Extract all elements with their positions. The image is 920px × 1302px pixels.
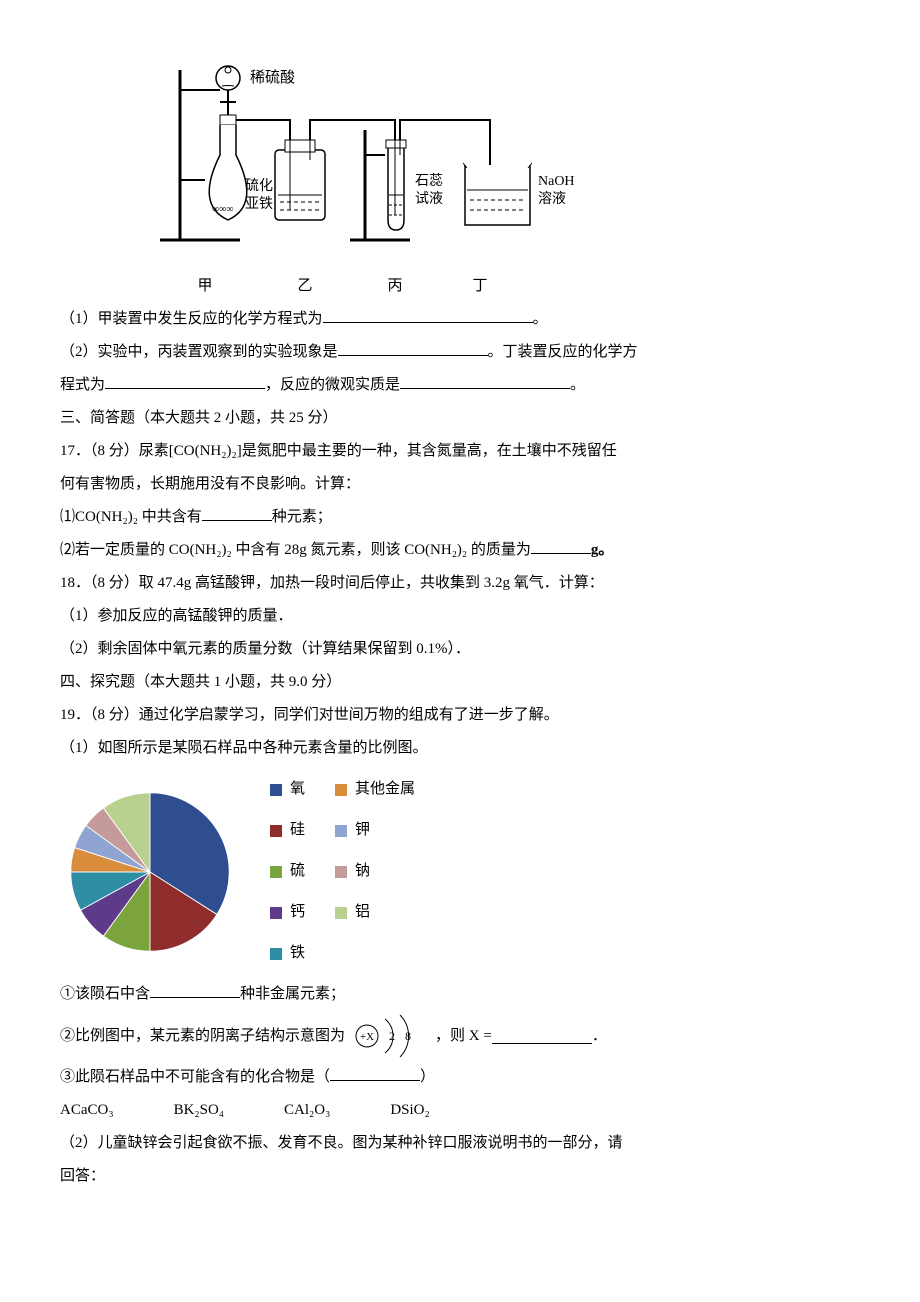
legend-swatch	[270, 907, 282, 919]
q17-sub1: ⑴CO(NH₂)₂ 中共含有种元素；	[60, 501, 860, 534]
legend-item: 氧	[270, 773, 305, 806]
legend-item: 硅	[270, 814, 305, 847]
q19-1-1: ①该陨石中含种非金属元素；	[60, 978, 860, 1011]
svg-text:8: 8	[405, 1029, 411, 1043]
svg-text:NaOH: NaOH	[538, 174, 575, 189]
q19-line1: 19．（8 分）通过化学启蒙学习，同学们对世间万物的组成有了进一步了解。	[60, 699, 860, 732]
pie-chart-block: 氧 其他金属硅 钾硫 钠钙 铝铁	[60, 773, 860, 970]
legend-swatch	[270, 948, 282, 960]
legend-label: 铝	[355, 896, 370, 929]
pie-svg	[60, 782, 240, 962]
q19-2a: （2）儿童缺锌会引起食欲不振、发育不良。图为某种补锌口服液说明书的一部分，请	[60, 1127, 860, 1160]
blank	[338, 340, 488, 356]
q19-sub1: （1）如图所示是某陨石样品中各种元素含量的比例图。	[60, 732, 860, 765]
blank	[400, 373, 570, 389]
apparatus-svg: 稀硫酸 ∞∞∞ 硫化 亚铁 石蕊 试液 NaOH 溶液	[150, 60, 590, 260]
q19-1-2: ②比例图中，某元素的阴离子结构示意图为 +X 2 8 ，则 X =．	[60, 1011, 860, 1061]
ion-diagram: +X 2 8	[345, 1011, 435, 1061]
legend-item: 钠	[335, 855, 415, 888]
legend-swatch	[270, 866, 282, 878]
q19-2b: 回答：	[60, 1160, 860, 1193]
option-c: CAl₂O₃	[284, 1094, 330, 1127]
q16-1: （1）甲装置中发生反应的化学方程式为。	[60, 303, 860, 336]
q19-1-3: ③此陨石样品中不可能含有的化合物是（）	[60, 1061, 860, 1094]
svg-text:试液: 试液	[415, 191, 443, 207]
legend-swatch	[270, 784, 282, 796]
pos-ding: 丁	[440, 270, 520, 303]
svg-text:石蕊: 石蕊	[415, 173, 443, 189]
svg-text:∞∞∞: ∞∞∞	[212, 204, 233, 215]
q16-2a: （2）实验中，丙装置观察到的实验现象是。丁装置反应的化学方	[60, 336, 860, 369]
pos-bing: 丙	[350, 270, 440, 303]
legend-swatch	[335, 907, 347, 919]
svg-text:硫化: 硫化	[245, 178, 273, 194]
legend-item: 铁	[270, 937, 305, 970]
apparatus-diagram: 稀硫酸 ∞∞∞ 硫化 亚铁 石蕊 试液 NaOH 溶液	[150, 60, 590, 260]
label-dilute-acid: 稀硫酸	[250, 69, 295, 86]
blank	[492, 1028, 592, 1044]
legend-label: 硫	[290, 855, 305, 888]
apparatus-position-labels: 甲 乙 丙 丁	[150, 270, 590, 303]
blank	[531, 538, 591, 554]
legend-item: 钙	[270, 896, 305, 929]
q18-line1: 18．（8 分）取 47.4g 高锰酸钾，加热一段时间后停止，共收集到 3.2g…	[60, 567, 860, 600]
legend-label: 钾	[355, 814, 370, 847]
pos-yi: 乙	[260, 270, 350, 303]
svg-text:亚铁: 亚铁	[245, 196, 273, 212]
pos-jia: 甲	[150, 270, 260, 303]
q17-line2: 何有害物质，长期施用没有不良影响。计算：	[60, 468, 860, 501]
legend-label: 钙	[290, 896, 305, 929]
svg-text:2: 2	[389, 1029, 395, 1043]
legend-swatch	[335, 866, 347, 878]
option-b: BK₂SO₄	[174, 1094, 224, 1127]
q19-options: ACaCO₃ BK₂SO₄ CAl₂O₃ DSiO₂	[60, 1094, 860, 1127]
legend-item: 其他金属	[335, 773, 415, 806]
legend-label: 钠	[355, 855, 370, 888]
legend-swatch	[335, 825, 347, 837]
pie-legend: 氧 其他金属硅 钾硫 钠钙 铝铁	[270, 773, 415, 970]
legend-label: 其他金属	[355, 773, 415, 806]
option-a: ACaCO₃	[60, 1094, 114, 1127]
q17-sub2: ⑵若一定质量的 CO(NH₂)₂ 中含有 28g 氮元素，则该 CO(NH₂)₂…	[60, 534, 860, 567]
legend-swatch	[335, 784, 347, 796]
legend-item: 铝	[335, 896, 415, 929]
svg-text:+X: +X	[360, 1031, 374, 1043]
section-4-header: 四、探究题（本大题共 1 小题，共 9.0 分）	[60, 666, 860, 699]
legend-label: 硅	[290, 814, 305, 847]
section-3-header: 三、简答题（本大题共 2 小题，共 25 分）	[60, 402, 860, 435]
q17-line1: 17．（8 分）尿素[CO(NH₂)₂]是氮肥中最主要的一种，其含氮量高，在土壤…	[60, 435, 860, 468]
option-d: DSiO₂	[390, 1094, 429, 1127]
blank	[105, 373, 265, 389]
q18-sub1: （1）参加反应的高锰酸钾的质量．	[60, 600, 860, 633]
legend-label: 氧	[290, 773, 305, 806]
legend-swatch	[270, 825, 282, 837]
q16-2b: 程式为，反应的微观实质是。	[60, 369, 860, 402]
legend-label: 铁	[290, 937, 305, 970]
blank	[323, 307, 533, 323]
legend-item: 硫	[270, 855, 305, 888]
legend-item: 钾	[335, 814, 415, 847]
blank	[202, 505, 272, 521]
svg-text:溶液: 溶液	[538, 191, 566, 207]
q18-sub2: （2）剩余固体中氧元素的质量分数（计算结果保留到 0.1%）．	[60, 633, 860, 666]
blank	[330, 1065, 420, 1081]
blank	[150, 982, 240, 998]
q16-1-text: （1）甲装置中发生反应的化学方程式为	[60, 311, 323, 327]
